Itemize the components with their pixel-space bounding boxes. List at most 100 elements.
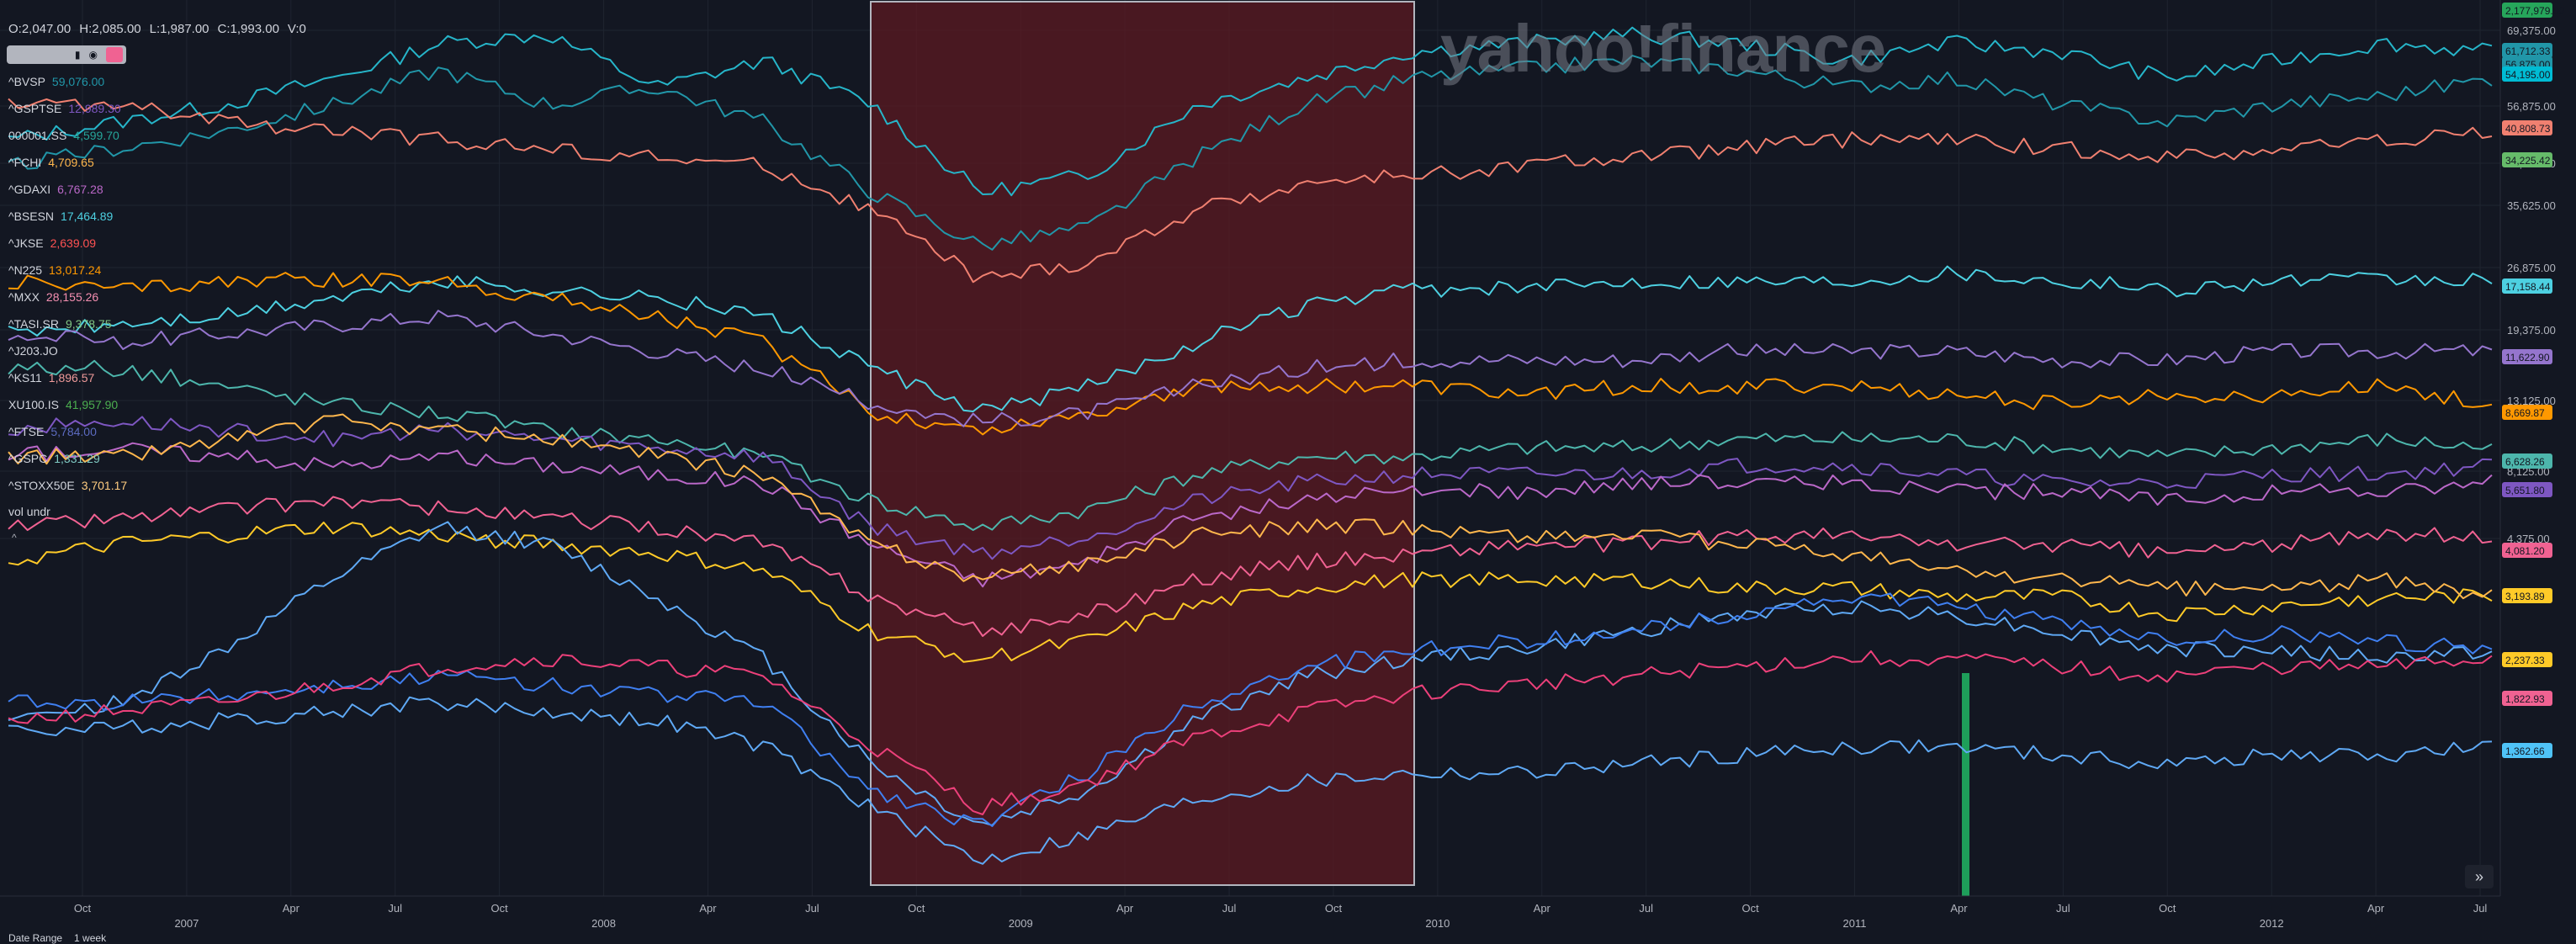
legend-value: 12,989.30 <box>68 102 121 115</box>
price-badge <box>2502 652 2552 667</box>
legend-value: 1,331.29 <box>54 452 100 465</box>
volume-bar <box>1962 673 1969 896</box>
price-badge <box>2502 405 2552 420</box>
legend-symbol: ^BSESN <box>8 209 55 223</box>
legend-item[interactable]: ^TASI.SR 9,378.75 <box>8 315 127 342</box>
series-line-9 <box>8 496 2493 637</box>
settings-icon[interactable]: ▮ <box>74 49 81 61</box>
price-badge-label: 1,362.66 <box>2505 745 2545 757</box>
legend-item[interactable]: ^BSESN 17,464.89 <box>8 207 127 234</box>
x-tick-label: Apr <box>2367 902 2385 915</box>
legend-value: 6,767.28 <box>57 183 103 196</box>
legend-item[interactable]: ^N225 13,017.24 <box>8 261 127 288</box>
x-tick-label: 2009 <box>1009 917 1033 930</box>
scroll-to-end-icon[interactable]: » <box>2465 865 2494 888</box>
legend-item[interactable]: ^KS11 1,896.57 <box>8 369 127 395</box>
yahoo-finance-logo: yahoo!finance <box>1440 11 1886 86</box>
price-badge-label: 61,712.33 <box>2505 45 2551 57</box>
legend-symbol: ^MXX <box>8 290 40 304</box>
price-badge <box>2502 349 2552 364</box>
price-badge <box>2502 152 2552 167</box>
legend-item[interactable]: ^J203.JO <box>8 342 127 369</box>
price-badge-label: 3,193.89 <box>2505 591 2545 602</box>
symbol-legend: ^BVSP 59,076.00 ^GSPTSE 12,989.30 000001.SS 4… <box>8 72 127 503</box>
color-swatch[interactable] <box>106 47 123 62</box>
x-tick-label: Oct <box>1325 902 1343 915</box>
interval-button[interactable]: 1 week <box>74 932 107 944</box>
legend-symbol: XU100.IS <box>8 398 59 411</box>
price-badge-label: 2,177,979.00 <box>2505 5 2564 17</box>
series-line-5 <box>8 310 2493 427</box>
price-badge-label: 4,081.20 <box>2505 545 2545 557</box>
series-line-15 <box>8 413 2493 600</box>
legend-value: 2,639.09 <box>50 236 97 250</box>
price-badge-label: 1,822.93 <box>2505 693 2545 705</box>
legend-value: 5,784.00 <box>50 425 97 438</box>
legend-item[interactable]: ^GSPC 1,331.29 <box>8 449 127 476</box>
y-tick-label: 26,875.00 <box>2507 262 2556 274</box>
x-tick-label: 2008 <box>591 917 616 930</box>
legend-item[interactable]: ^GSPTSE 12,989.30 <box>8 99 127 126</box>
legend-symbol: ^JKSE <box>8 236 44 250</box>
price-badge <box>2502 3 2552 18</box>
legend-symbol: ^N225 <box>8 263 43 277</box>
price-badge-label: 54,195.00 <box>2505 69 2551 81</box>
x-tick-label: Apr <box>1534 902 1551 915</box>
series-line-2 <box>8 98 2493 284</box>
y-tick-label: 35,625.00 <box>2507 199 2556 212</box>
x-tick-label: Oct <box>2159 902 2176 915</box>
legend-value: 59,076.00 <box>51 75 105 88</box>
legend-value: 41,957.90 <box>65 398 119 411</box>
price-badge-label: 11,622.90 <box>2505 352 2550 363</box>
y-tick-label: 4,375.00 <box>2507 533 2550 545</box>
legend-symbol: ^GSPC <box>8 452 48 465</box>
legend-item[interactable]: ^JKSE 2,639.09 <box>8 234 127 261</box>
price-badge-label: 6,628.26 <box>2505 456 2545 468</box>
legend-symbol: ^STOXX50E <box>8 479 75 492</box>
legend-value: 3,701.17 <box>81 479 128 492</box>
series-line-1 <box>8 55 2493 251</box>
legend-item[interactable]: ^FCHI 4,709.65 <box>8 153 127 180</box>
volume-value: V:0 <box>287 22 306 36</box>
x-tick-label: Oct <box>908 902 925 915</box>
x-tick-label: Apr <box>1950 902 1968 915</box>
x-tick-label: Jul <box>388 902 402 915</box>
collapse-icon[interactable]: ^ <box>12 532 17 544</box>
price-badge <box>2502 278 2552 294</box>
low-value: L:1,987.00 <box>149 22 209 36</box>
legend-item[interactable]: XU100.IS 41,957.90 <box>8 395 127 422</box>
legend-item[interactable]: ^FTSE 5,784.00 <box>8 422 127 449</box>
price-badge-label: 40,808.73 <box>2505 123 2551 135</box>
price-badge <box>2502 43 2552 58</box>
x-tick-label: Jul <box>1222 902 1237 915</box>
legend-item[interactable]: 000001.SS 4,599.70 <box>8 126 127 153</box>
legend-value: 4,709.65 <box>48 156 94 169</box>
price-badge <box>2502 743 2552 758</box>
price-badge-label: 17,158.44 <box>2505 281 2551 293</box>
series-line-8 <box>8 442 2493 588</box>
x-tick-label: Jul <box>1639 902 1653 915</box>
legend-value: 17,464.89 <box>61 209 114 223</box>
legend-item[interactable]: ^MXX 28,155.26 <box>8 288 127 315</box>
price-badge-label: 8,669.87 <box>2505 407 2545 419</box>
x-tick-label: Apr <box>1116 902 1134 915</box>
legend-symbol: ^FTSE <box>8 425 45 438</box>
x-tick-label: Jul <box>2473 902 2488 915</box>
date-range-button[interactable]: Date Range <box>8 932 63 944</box>
legend-symbol: ^J203.JO <box>8 344 58 358</box>
eye-icon[interactable]: ◉ <box>88 49 98 61</box>
x-tick-label: 2012 <box>2260 917 2284 930</box>
legend-item[interactable]: ^STOXX50E 3,701.17 <box>8 476 127 503</box>
legend-symbol: ^GDAXI <box>8 183 51 196</box>
legend-item[interactable]: ^BVSP 59,076.00 <box>8 72 127 99</box>
x-tick-label: Jul <box>805 902 819 915</box>
legend-symbol: 000001.SS <box>8 129 67 142</box>
y-tick-label: 19,375.00 <box>2507 324 2556 337</box>
series-line-4 <box>8 272 2493 436</box>
price-badge <box>2502 588 2552 603</box>
x-tick-label: Oct <box>1741 902 1759 915</box>
x-tick-label: Oct <box>74 902 92 915</box>
legend-item[interactable]: ^GDAXI 6,767.28 <box>8 180 127 207</box>
close-value: C:1,993.00 <box>217 22 279 36</box>
